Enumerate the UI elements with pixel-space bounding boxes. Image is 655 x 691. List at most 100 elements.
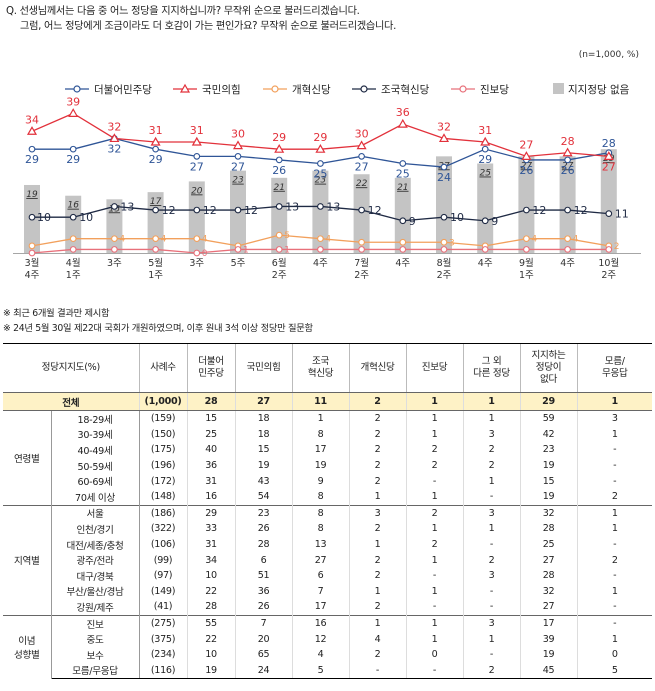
sample-size-cell: (99) [138,552,187,568]
series-data-label: 24 [437,171,451,184]
data-point [438,133,450,143]
data-point [317,160,324,167]
series-data-label: 26 [561,164,575,177]
x-tick-label: 4주 [313,258,328,269]
column-header-line: 사례수 [150,362,176,373]
series-data-label: 12 [162,204,176,217]
data-point [152,235,159,243]
value-cell: 1 [405,410,463,427]
value-cell: 36 [186,457,235,474]
table-body: 전체 (1,000) 28 27 11 2 1 1 29 1 연령별 18-29세 (159) 15 18 1… [3,392,652,680]
x-tick-label: 2주 [354,270,369,281]
row-label: 부산/울산/경남 [51,583,140,600]
question-text: Q. 선생님께서는 다음 중 어느 정당을 지지하십니까? 무작위 순으로 불러… [6,5,396,34]
series-data-label: 29 [313,131,327,144]
question-line-1: Q. 선생님께서는 다음 중 어느 정당을 지지하십니까? 무작위 순으로 불러… [6,6,360,17]
value-cell: 16 [291,614,349,632]
value-cell: 2 [576,488,652,506]
table-row: 지역별 서울 (186) 29 23 8 3 2 3 32 1 [3,504,652,616]
series-data-label: 26 [272,164,286,177]
data-point [315,143,326,153]
row-label: 대전/세종/충청 [51,536,140,553]
x-tick-label: 2주 [272,270,287,281]
data-point [234,152,242,160]
value-cell: 8 [291,504,349,522]
bar-no-party [436,156,452,253]
value-cell: - [576,567,652,584]
bar-data-label: 27 [562,161,574,171]
legend-label: 조국혁신당 [381,84,430,96]
column-header: 정당지지도(%) [3,343,139,393]
value-cell: 54 [234,488,292,506]
row-label: 40-49세 [51,442,140,458]
legend-marker [73,85,81,93]
sample-size-cell: (186) [138,504,187,522]
value-cell: 2 [348,410,406,427]
series-data-label: 12 [244,204,258,217]
value-cell: 2 [462,662,520,680]
data-point [440,213,448,221]
value-cell: 2 [405,504,463,522]
series-data-label: 28 [561,135,575,148]
x-tick-label: 1주 [148,270,163,281]
legend-bar-swatch [553,83,564,94]
data-point [193,249,201,257]
value-cell: 10 [186,646,235,663]
data-point [605,246,613,253]
series-data-label: 4 [325,235,331,245]
data-point [317,203,324,210]
series-1: 34 39 32 31 31 30 29 29 30 36 32 31 27 28 27 [25,95,616,173]
table-row: 40-49세 (175) 40 15 17 2 2 2 23- [3,442,652,458]
bar-no-party [271,177,288,253]
column-header: 지지하는 정당이 없다 [519,343,577,393]
value-cell: 4 [348,631,406,647]
data-point [523,206,530,214]
data-point [232,140,244,150]
data-point [193,152,201,160]
column-header: 모름/무응답 [576,343,652,393]
series-data-label: 1 [243,245,249,255]
column-header: 사례수 [138,343,187,393]
series-data-label: 29 [272,131,286,144]
value-cell: 2 [462,552,520,568]
table-row: 30-39세 (150) 25 18 8 2 1 3 42 1 [3,426,652,443]
bar-data-label: 16 [67,201,79,211]
value-cell: 2 [348,392,406,411]
group-label-line: 이념 [18,636,36,648]
data-point [399,246,407,253]
column-header-line: 무응답 [601,368,628,379]
bar-data-label: 23 [232,176,244,186]
series-data-label: 10 [79,211,93,224]
row-label: 70세 이상 [51,488,140,506]
data-point [274,143,285,153]
bar-data-label: 19 [26,190,38,200]
column-header-line: 정당지지도(%) [41,362,101,373]
data-point [521,151,532,160]
value-cell: 33 [186,521,235,537]
group-label: 지역별 [3,504,52,616]
value-cell: 26 [234,521,292,537]
legend-item-3: 조국혁신당 [352,84,430,96]
legend-marker [459,85,467,93]
value-cell: 27 [234,392,292,411]
group-label-line: 지역별 [13,556,40,568]
table-row: 이념 성향별 진보 (275) 55 7 16 1 1 3 17- [3,614,652,679]
series-data-label: 13 [326,200,340,213]
column-header-line: 혁신당 [307,368,334,379]
value-cell: 1 [462,521,520,537]
value-cell: - [405,662,463,680]
value-cell: - [576,442,652,458]
bar-data-label: 20 [191,186,203,196]
column-header: 더불어 민주당 [186,343,235,393]
table-row: 광주/전라 (99) 34 6 27 2 1 2 27 2 [3,552,652,568]
value-cell: 19 [234,457,292,474]
data-point [481,145,489,153]
value-cell: 2 [348,457,406,474]
value-cell: 15 [519,473,577,489]
value-cell: - [462,646,520,663]
column-header-line: 더불어 [198,356,224,367]
series-data-label: 32 [107,120,121,133]
bar-no-party [518,156,535,253]
value-cell: 20 [234,631,292,647]
value-cell: 4 [291,646,349,663]
